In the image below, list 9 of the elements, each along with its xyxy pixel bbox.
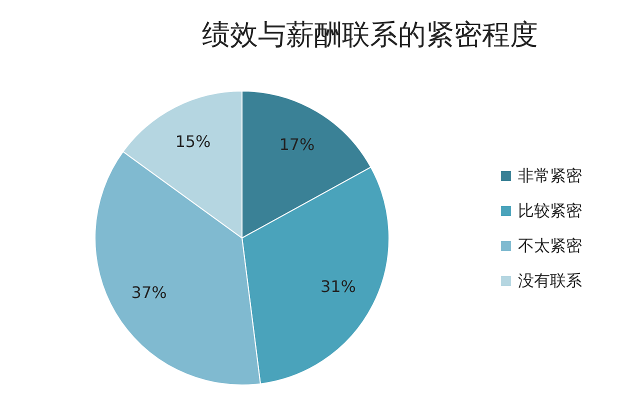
data-label: 15% (175, 132, 211, 151)
legend-label: 比较紧密 (518, 201, 582, 220)
data-label: 37% (131, 282, 167, 302)
legend-label: 非常紧密 (518, 166, 582, 185)
legend-label: 不太紧密 (518, 236, 582, 255)
legend-label: 没有联系 (518, 271, 582, 290)
chart-title: 绩效与薪酬联系的紧密程度 (202, 18, 538, 51)
data-label: 31% (320, 277, 356, 296)
data-label: 17% (279, 135, 315, 154)
